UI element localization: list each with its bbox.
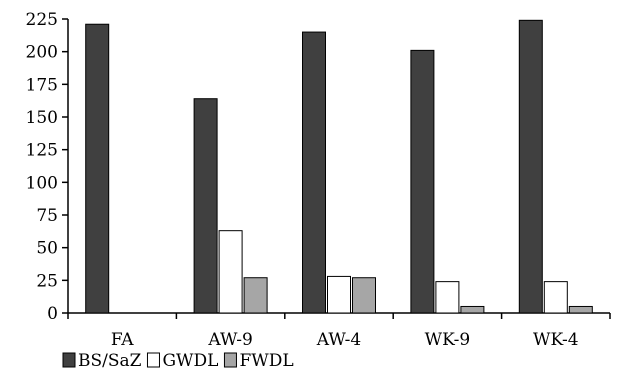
y-tick-label-3: 75 (36, 206, 58, 226)
bar-bs-saz-wk-9 (411, 50, 434, 313)
y-tick-label-5: 125 (26, 141, 58, 161)
bar-bs-saz-aw-4 (303, 32, 326, 313)
x-tick-label-3: WK-9 (425, 330, 471, 350)
bar-fwdl-wk-9 (461, 306, 484, 313)
y-tick-label-6: 150 (26, 108, 58, 128)
y-tick-label-1: 25 (36, 271, 58, 291)
bar-fwdl-aw-4 (353, 278, 376, 313)
y-tick-label-9: 225 (26, 10, 58, 30)
legend-label-gwdl: GWDL (162, 351, 218, 371)
bar-fwdl-aw-9 (244, 278, 267, 313)
legend-swatch-gwdl (147, 353, 159, 367)
bar-fwdl-wk-4 (569, 306, 592, 313)
x-tick-label-2: AW-4 (316, 330, 361, 350)
bar-gwdl-aw-9 (219, 231, 242, 313)
bar-gwdl-wk-9 (436, 282, 459, 313)
x-tick-label-0: FA (111, 330, 134, 350)
legend-label-fwdl: FWDL (239, 351, 293, 371)
bar-gwdl-wk-4 (544, 282, 567, 313)
legend-label-bs-saz: BS/SaZ (78, 351, 142, 371)
y-tick-label-4: 100 (26, 173, 58, 193)
x-tick-label-1: AW-9 (207, 330, 252, 350)
y-tick-label-8: 200 (26, 43, 58, 63)
y-tick-label-7: 175 (26, 75, 58, 95)
x-tick-label-4: WK-4 (533, 330, 579, 350)
bar-bs-saz-aw-9 (194, 99, 217, 313)
y-tick-label-2: 50 (36, 239, 58, 259)
y-tick-label-0: 0 (47, 304, 58, 324)
legend-swatch-bs-saz (63, 353, 75, 367)
bar-bs-saz-wk-4 (519, 20, 542, 313)
bar-gwdl-aw-4 (328, 276, 351, 313)
bar-bs-saz-fa (86, 24, 109, 313)
legend-swatch-fwdl (224, 353, 236, 367)
